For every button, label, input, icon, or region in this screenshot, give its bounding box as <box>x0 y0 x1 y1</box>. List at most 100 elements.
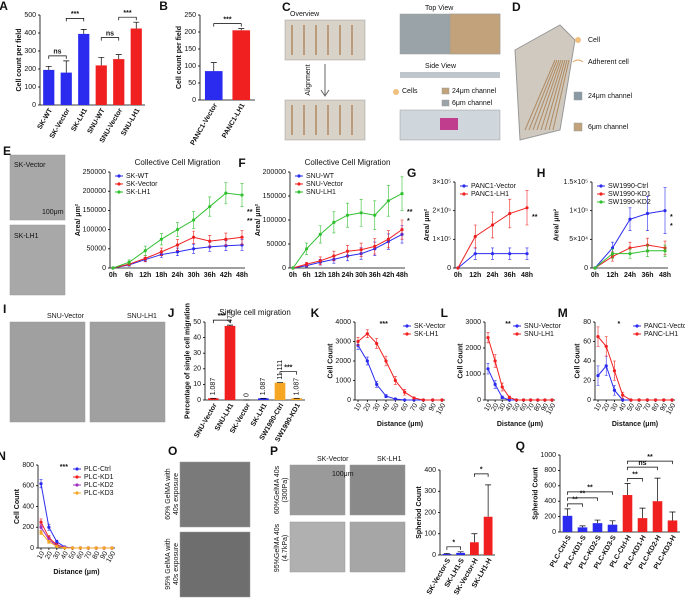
x-tick-label: 20 <box>490 402 500 412</box>
y-tick-label: 0 <box>432 552 436 559</box>
point <box>224 237 228 241</box>
series-line <box>487 368 552 401</box>
channel <box>536 59 562 131</box>
x-tick-label: 90 <box>659 402 669 412</box>
y-axis-label: Spheriod Count <box>416 486 423 539</box>
point <box>508 211 512 216</box>
point <box>365 332 369 336</box>
point <box>143 249 147 253</box>
legend-swatch <box>441 87 450 95</box>
point <box>596 335 600 339</box>
x-tick-label: 50 <box>391 402 401 412</box>
x-tick-label: 24h <box>486 272 498 279</box>
figure-label: SK-LH1 <box>14 233 39 240</box>
significance-bracket <box>65 18 85 22</box>
error-bar <box>654 477 661 502</box>
legend-label: SK-LH1 <box>126 189 151 196</box>
figure-label: 40s exposure <box>173 473 180 515</box>
legend-marker <box>462 192 466 196</box>
legend-label: SK-Vector <box>126 181 158 188</box>
error-bar <box>564 508 571 516</box>
y-tick-label: 40 <box>583 358 591 365</box>
x-tick-label: 70 <box>643 402 653 412</box>
point <box>208 204 212 209</box>
y-tick-label: 4000 <box>335 319 351 326</box>
figure-label: Cells <box>402 88 418 95</box>
y-tick-label: 150000 <box>263 193 286 200</box>
x-tick-label: 12h <box>606 272 618 279</box>
chart-title: Single cell migration <box>219 308 291 317</box>
panel-letter: M <box>558 306 568 320</box>
point <box>486 367 490 371</box>
x-tick-label: 18h <box>328 272 340 279</box>
x-tick-label: 60 <box>400 402 410 412</box>
x-tick-label: 40 <box>60 550 70 560</box>
figure-label: 6μm channel <box>452 100 493 107</box>
bar <box>258 398 269 400</box>
error-bar <box>98 56 105 66</box>
legend-label: SW1990-KD2 <box>608 199 651 206</box>
point <box>111 266 115 270</box>
error-bar <box>238 28 245 31</box>
point <box>78 546 83 550</box>
y-tick-label: 50 <box>188 80 196 87</box>
series-line <box>40 532 112 549</box>
x-tick-label: 30h <box>355 272 367 279</box>
significance-label: *** <box>123 10 131 17</box>
x-tick-label: 60 <box>634 402 644 412</box>
significance-label: * <box>407 218 410 225</box>
point <box>110 546 114 550</box>
legend-label: SNU-WT <box>306 173 335 180</box>
significance-label: ** <box>632 471 638 478</box>
legend-label: SW1990-Ctrl <box>608 183 649 190</box>
point <box>629 398 633 402</box>
point <box>175 243 180 247</box>
legend-label: SNU-LH1 <box>306 189 336 196</box>
value-label: 0 <box>244 393 251 397</box>
point <box>637 398 641 402</box>
channel <box>544 59 566 131</box>
bar <box>483 516 493 555</box>
x-tick-label: SNU-Vector <box>193 402 218 439</box>
image <box>9 321 86 423</box>
point <box>192 235 196 239</box>
x-tick-label: 80 <box>419 402 429 412</box>
legend-marker <box>297 182 301 186</box>
legend-label: PANC1-LH1 <box>471 191 509 198</box>
legend-label: SNU-Vector <box>524 323 562 330</box>
x-tick-label: 10 <box>36 550 46 560</box>
significance-label: ** <box>407 209 413 216</box>
y-tick-label: 800 <box>544 467 556 474</box>
significance-label: ** <box>587 485 593 492</box>
bar <box>43 69 55 105</box>
legend-marker <box>515 332 519 336</box>
significance-label: *** <box>71 11 79 18</box>
point <box>70 546 75 550</box>
point <box>175 250 180 254</box>
legend-marker <box>405 332 409 336</box>
image <box>179 461 251 528</box>
point <box>159 250 163 254</box>
point <box>645 211 650 216</box>
significance-label: * <box>452 540 455 547</box>
y-tick-label: 60 <box>583 338 591 345</box>
figure-label: Adherent cell <box>588 59 629 66</box>
significance-label: *** <box>60 464 68 471</box>
point <box>610 246 615 250</box>
y-tick-label: 10 <box>193 381 201 388</box>
point <box>663 249 667 253</box>
point <box>440 398 444 402</box>
point <box>373 213 377 217</box>
series-line <box>597 336 672 401</box>
point <box>536 398 540 402</box>
panel-letter: G <box>407 166 416 180</box>
x-tick-label: 48h <box>396 272 408 279</box>
panel-letter: Q <box>516 439 525 453</box>
x-tick-label: 48h <box>236 272 248 279</box>
legend-label: SK-Vector <box>414 323 446 330</box>
point <box>610 252 615 256</box>
point <box>224 244 228 248</box>
significance-label: ns <box>638 460 646 467</box>
y-tick-label: 3×10⁵ <box>432 179 451 186</box>
x-tick-label: 40 <box>505 402 515 412</box>
